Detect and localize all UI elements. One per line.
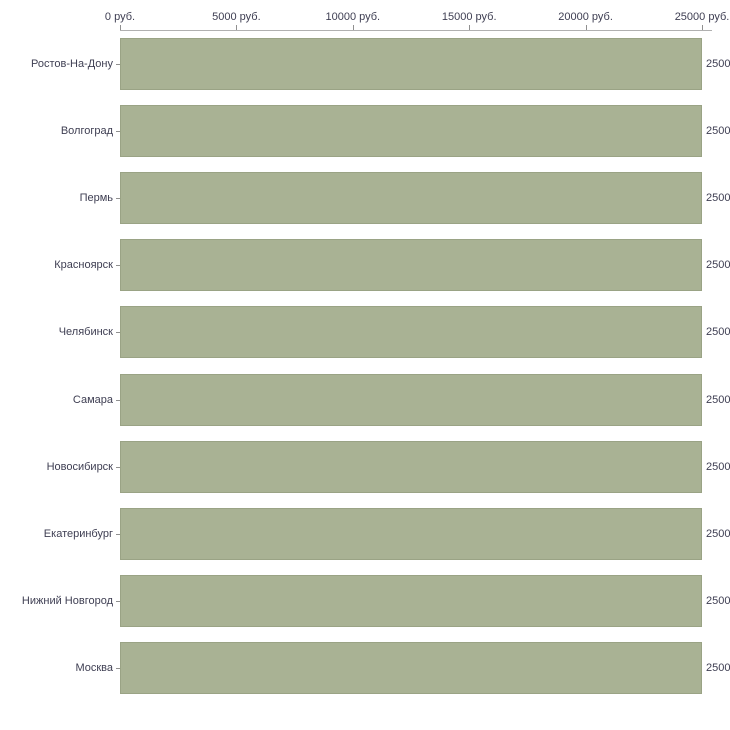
y-tick-mark [116,130,120,132]
x-tick-mark [702,25,703,30]
x-tick-label: 20000 руб. [558,11,613,23]
category-label: Челябинск [58,326,113,339]
value-label: 25000 [706,460,730,473]
x-tick-mark [585,25,587,30]
x-tick-mark [120,25,121,30]
category-label: Москва [75,662,113,675]
y-tick-mark [116,399,120,401]
bar [120,37,702,90]
x-tick-mark [469,25,471,30]
bar [120,575,702,628]
category-label: Новосибирск [46,460,113,473]
y-tick-mark [116,668,120,670]
value-label: 25000 [706,528,730,540]
category-label: Нижний Новгород [21,595,113,608]
value-label: 25000 [706,192,730,204]
category-label: Красноярск [54,259,113,272]
x-tick-label: 25000 руб. [674,11,730,23]
value-label: 25000 [706,124,730,137]
bar [120,440,702,493]
x-tick-label: 5000 руб. [212,11,261,23]
category-label: Екатеринбург [43,528,113,540]
x-axis-line [120,30,712,31]
y-tick-mark [116,534,120,535]
value-label: 25000 [706,662,730,675]
category-label: Волгоград [60,124,113,137]
category-label: Ростов-На-Дону [30,57,113,70]
y-tick-mark [116,198,120,199]
value-label: 25000 [706,595,730,608]
bar [120,373,702,426]
value-label: 25000 [706,393,730,406]
bar [120,306,702,359]
y-tick-mark [116,332,120,334]
y-tick-mark [116,466,120,468]
bar [120,642,702,695]
x-tick-label: 0 руб. [104,11,136,23]
y-tick-mark [116,63,120,65]
x-tick-mark [236,25,238,30]
value-label: 25000 [706,259,730,272]
bar [120,172,702,224]
value-label: 25000 [706,326,730,339]
bar [120,104,702,157]
y-tick-mark [116,601,120,603]
y-tick-mark [116,265,120,267]
category-label: Пермь [79,192,113,204]
value-label: 25000 [706,57,730,70]
x-tick-label: 10000 руб. [325,11,381,23]
x-tick-label: 15000 руб. [441,11,497,23]
category-label: Самара [72,393,113,406]
bar [120,508,702,560]
x-tick-mark [352,25,354,30]
bar [120,239,702,292]
